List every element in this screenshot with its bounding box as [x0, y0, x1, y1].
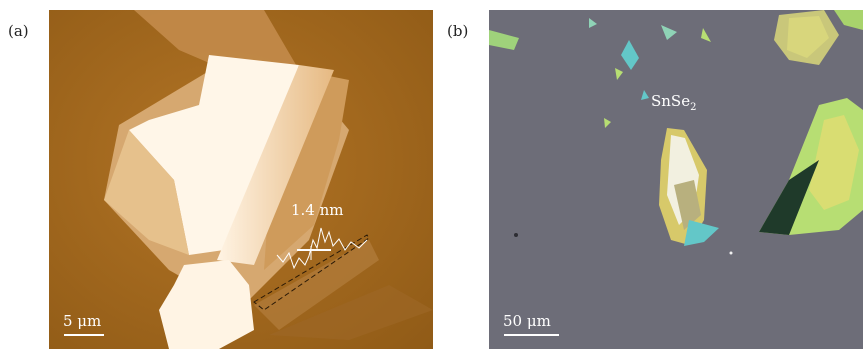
afm-bottom-blob [159, 260, 254, 349]
optical-image [489, 10, 863, 349]
optical-scale-label: 50 μm [503, 312, 551, 330]
material-formula: SnSe [651, 92, 691, 110]
afm-diagonal-band [217, 65, 334, 265]
afm-step-height-label: 1.4 nm [291, 201, 344, 219]
afm-image [49, 10, 433, 349]
afm-scale-label: 5 μm [63, 312, 102, 330]
afm-dashed-region [253, 234, 370, 311]
afm-lower-wedge [254, 240, 379, 330]
panel-a-label: (a) [8, 22, 29, 40]
optical-material-label: SnSe2 [651, 92, 696, 113]
optical-scale-bar [504, 334, 559, 336]
afm-scale-bar [64, 334, 104, 336]
afm-left-step [104, 130, 189, 255]
afm-central-flake [129, 55, 299, 255]
panel-b-label: (b) [447, 22, 469, 40]
material-subscript: 2 [690, 102, 697, 113]
afm-height-profile [276, 227, 368, 270]
